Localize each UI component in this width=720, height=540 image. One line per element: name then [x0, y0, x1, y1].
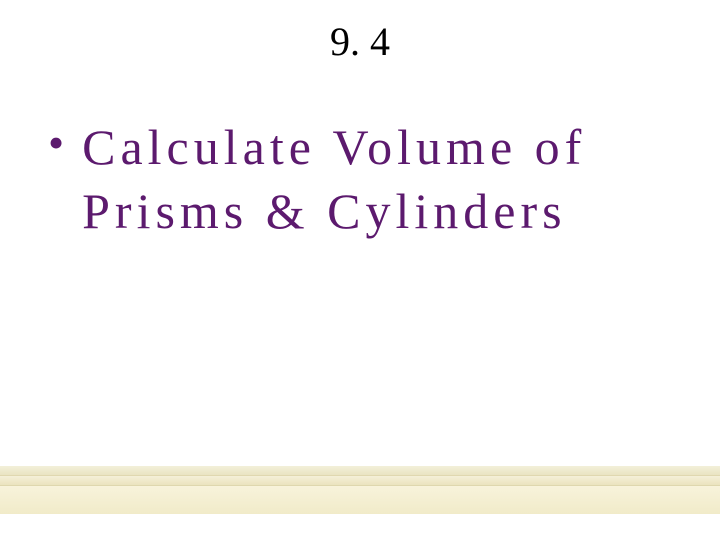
section-number: 9. 4	[0, 0, 720, 65]
bar-stripe	[0, 466, 720, 476]
bullet-item: • Calculate Volume of Prisms & Cylinders	[48, 115, 682, 243]
bar-stripe	[0, 476, 720, 486]
slide-container: 9. 4 • Calculate Volume of Prisms & Cyli…	[0, 0, 720, 540]
bullet-text: Calculate Volume of Prisms & Cylinders	[82, 115, 682, 243]
decorative-bottom-bar	[0, 466, 720, 514]
bar-stripe	[0, 486, 720, 514]
bullet-content-area: • Calculate Volume of Prisms & Cylinders	[0, 65, 720, 243]
bullet-marker-icon: •	[48, 115, 64, 170]
